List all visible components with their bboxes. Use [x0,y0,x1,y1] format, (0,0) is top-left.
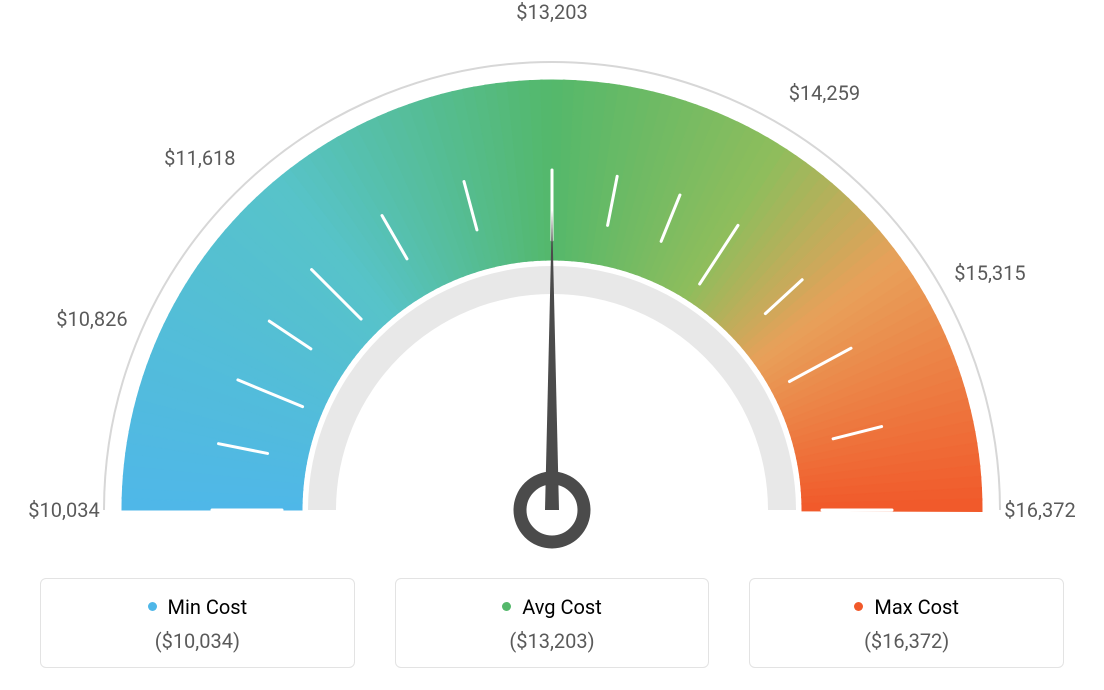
legend-value: ($13,203) [406,629,699,653]
gauge-tick-label: $16,372 [1004,498,1075,522]
legend-title: Min Cost [51,595,344,619]
gauge-svg [0,0,1104,560]
gauge-tick-label: $11,618 [164,146,235,170]
legend-card-max: Max Cost ($16,372) [749,578,1064,668]
legend-title: Max Cost [760,595,1053,619]
legend-title-text: Min Cost [168,595,248,619]
legend-row: Min Cost ($10,034) Avg Cost ($13,203) Ma… [0,578,1104,668]
legend-card-min: Min Cost ($10,034) [40,578,355,668]
legend-title: Avg Cost [406,595,699,619]
legend-title-text: Avg Cost [522,595,602,619]
legend-card-avg: Avg Cost ($13,203) [395,578,710,668]
gauge-tick-label: $10,034 [28,498,99,522]
gauge-tick-label: $14,259 [789,81,860,105]
dot-icon [148,602,157,611]
gauge-tick-label: $10,826 [56,307,127,331]
legend-title-text: Max Cost [874,595,959,619]
gauge-tick-label: $13,203 [516,0,587,24]
gauge-tick-label: $15,315 [954,261,1025,285]
legend-value: ($10,034) [51,629,344,653]
dot-icon [854,602,863,611]
legend-value: ($16,372) [760,629,1053,653]
dot-icon [502,602,511,611]
gauge-chart: $10,034 $10,826 $11,618 $13,203 $14,259 $15,3… [0,0,1104,560]
